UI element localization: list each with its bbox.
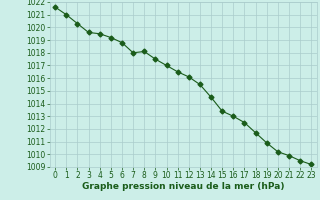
X-axis label: Graphe pression niveau de la mer (hPa): Graphe pression niveau de la mer (hPa) — [82, 182, 284, 191]
